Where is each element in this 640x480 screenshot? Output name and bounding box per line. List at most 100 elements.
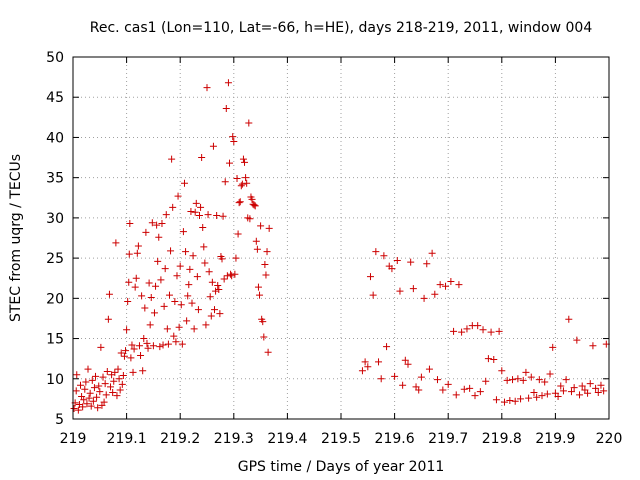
data-point xyxy=(172,338,180,346)
data-point xyxy=(180,179,188,187)
data-point xyxy=(243,179,251,187)
data-point xyxy=(257,222,265,230)
data-point xyxy=(377,375,385,383)
y-tick-label: 45 xyxy=(46,90,64,106)
data-point xyxy=(447,277,455,285)
data-point xyxy=(492,396,500,404)
data-point xyxy=(399,381,407,389)
data-point xyxy=(168,155,176,163)
data-point xyxy=(554,392,562,400)
data-point xyxy=(191,208,199,216)
y-tick-label: 35 xyxy=(46,171,64,187)
data-point xyxy=(214,281,222,289)
data-point xyxy=(600,387,608,395)
data-point xyxy=(219,212,227,220)
data-point xyxy=(195,211,203,219)
data-point xyxy=(201,259,209,267)
data-point xyxy=(100,398,108,406)
data-point xyxy=(165,291,173,299)
data-point xyxy=(559,387,567,395)
data-point xyxy=(238,180,246,188)
data-point xyxy=(143,339,151,347)
data-point xyxy=(93,393,101,401)
data-point xyxy=(241,158,249,166)
data-point xyxy=(83,400,91,408)
data-point xyxy=(237,182,245,190)
data-point xyxy=(186,265,194,273)
data-point xyxy=(358,367,366,375)
data-point xyxy=(152,282,160,290)
data-point xyxy=(153,221,161,229)
data-point xyxy=(141,304,149,312)
data-point xyxy=(206,293,214,301)
data-point xyxy=(197,203,205,211)
data-point xyxy=(498,367,506,375)
data-point xyxy=(452,391,460,399)
x-tick-label: 219.8 xyxy=(482,431,522,447)
data-point xyxy=(208,278,216,286)
data-point xyxy=(578,382,586,390)
data-point xyxy=(396,287,404,295)
data-point xyxy=(212,287,220,295)
data-point xyxy=(236,198,244,206)
data-point xyxy=(92,372,100,380)
data-point xyxy=(369,291,377,299)
data-point xyxy=(104,315,112,323)
axis-ticks xyxy=(72,56,610,420)
data-point xyxy=(231,270,239,278)
data-point xyxy=(433,376,441,384)
data-point xyxy=(220,275,228,283)
data-point xyxy=(259,318,267,326)
data-point xyxy=(178,340,186,348)
data-point xyxy=(85,394,93,402)
data-point xyxy=(110,377,118,385)
data-point xyxy=(89,397,97,405)
data-point xyxy=(72,387,80,395)
data-point xyxy=(522,368,530,376)
data-point xyxy=(187,207,195,215)
x-tick-label: 219.1 xyxy=(107,431,147,447)
y-tick-label: 15 xyxy=(46,332,64,348)
data-point xyxy=(124,298,132,306)
data-point xyxy=(169,203,177,211)
data-point xyxy=(125,278,133,286)
data-point xyxy=(262,271,270,279)
data-point xyxy=(101,380,109,388)
data-point xyxy=(428,249,436,257)
data-point xyxy=(173,272,181,280)
data-point xyxy=(567,388,575,396)
data-point xyxy=(503,376,511,384)
data-point xyxy=(232,254,240,262)
data-point xyxy=(252,237,260,245)
data-point xyxy=(73,371,81,379)
data-point xyxy=(182,248,190,256)
data-point xyxy=(222,104,230,112)
data-point xyxy=(134,242,142,250)
data-point xyxy=(538,392,546,400)
data-point xyxy=(155,233,163,241)
data-point xyxy=(506,396,514,404)
data-point xyxy=(248,195,256,203)
data-point xyxy=(176,262,184,270)
data-point xyxy=(190,325,198,333)
data-point xyxy=(99,373,107,381)
data-point xyxy=(183,317,191,325)
data-point xyxy=(88,376,96,384)
data-point xyxy=(482,377,490,385)
data-point xyxy=(557,382,565,390)
data-point xyxy=(383,343,391,351)
x-tick-label: 219.5 xyxy=(321,431,361,447)
data-point xyxy=(167,247,175,255)
chart-title: Rec. cas1 (Lon=110, Lat=-66, h=HE), days… xyxy=(90,20,593,36)
data-point xyxy=(407,258,415,266)
data-point xyxy=(246,215,254,223)
data-point xyxy=(401,356,409,364)
data-point xyxy=(436,281,444,289)
data-point xyxy=(140,335,148,343)
data-point xyxy=(112,239,120,247)
x-tick-label: 219 xyxy=(60,431,87,447)
data-point xyxy=(189,252,197,260)
data-point xyxy=(127,354,135,362)
data-point xyxy=(79,403,87,411)
